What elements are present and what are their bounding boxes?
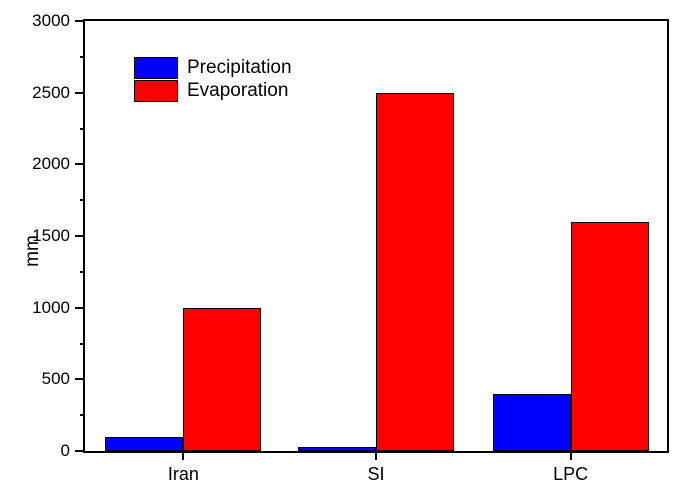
y-axis-tick-label: 2000 <box>32 154 70 174</box>
legend-swatch-precipitation-icon <box>134 57 178 79</box>
y-axis-minor-tick <box>80 127 85 130</box>
legend: Precipitation Evaporation <box>134 57 292 103</box>
y-axis-tick <box>75 20 85 22</box>
bar-precipitation-iran <box>105 436 184 451</box>
legend-swatch-evaporation-icon <box>134 80 178 102</box>
y-axis-tick <box>75 306 85 309</box>
y-axis-tick <box>75 163 85 166</box>
legend-item-precipitation: Precipitation <box>134 57 292 79</box>
y-axis-tick <box>75 91 85 94</box>
bar-evaporation-iran <box>183 307 262 451</box>
y-axis-tick-label: 0 <box>60 441 70 460</box>
y-axis-minor-tick <box>80 199 85 202</box>
y-axis-minor-tick <box>80 270 85 273</box>
bar-evaporation-lpc <box>570 221 649 451</box>
x-axis-category-label: SI <box>367 464 385 484</box>
legend-label-precipitation: Precipitation <box>187 57 292 78</box>
legend-item-evaporation: Evaporation <box>134 80 292 102</box>
y-axis-tick-label: 2500 <box>32 82 70 102</box>
y-axis-tick <box>75 235 85 237</box>
x-axis-tick <box>182 451 185 460</box>
y-axis-tick-label: 3000 <box>32 11 70 30</box>
y-axis-tick-label: 1000 <box>32 297 70 317</box>
y-axis-minor-tick <box>80 342 85 345</box>
x-axis-tick <box>569 451 572 460</box>
y-axis-minor-tick <box>80 414 85 417</box>
y-axis-minor-tick <box>80 55 85 58</box>
y-axis-tick <box>75 450 85 452</box>
y-axis-title: mm <box>22 235 43 267</box>
x-axis-category-label: Iran <box>167 464 199 484</box>
bar-precipitation-lpc <box>492 393 571 451</box>
x-axis-category-label: LPC <box>553 464 589 484</box>
bar-evaporation-si <box>376 92 454 451</box>
y-axis-tick-label: 1500 <box>32 226 70 245</box>
y-axis-tick-label: 500 <box>41 369 70 389</box>
x-axis-tick <box>375 451 377 460</box>
y-axis-tick <box>75 378 85 381</box>
legend-label-evaporation: Evaporation <box>187 80 289 101</box>
bar-precipitation-si <box>298 447 376 451</box>
